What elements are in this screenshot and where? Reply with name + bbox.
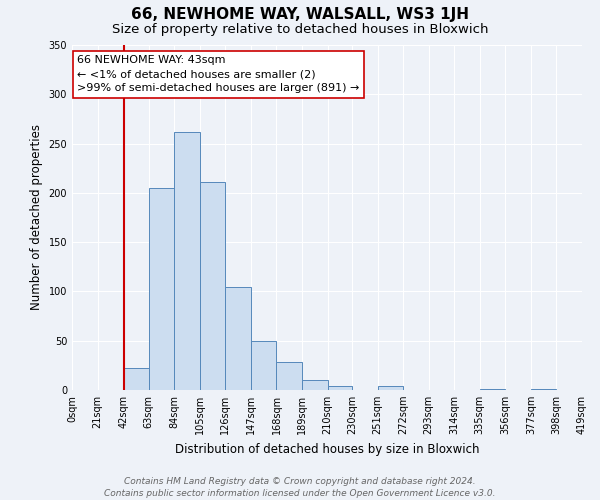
Bar <box>302 380 328 390</box>
Bar <box>200 182 226 390</box>
Bar <box>149 188 174 390</box>
Bar <box>123 368 149 390</box>
Bar <box>531 389 556 390</box>
X-axis label: Distribution of detached houses by size in Bloxwich: Distribution of detached houses by size … <box>175 442 479 456</box>
Bar <box>377 386 403 390</box>
Text: 66, NEWHOME WAY, WALSALL, WS3 1JH: 66, NEWHOME WAY, WALSALL, WS3 1JH <box>131 8 469 22</box>
Bar <box>277 362 302 390</box>
Text: Contains HM Land Registry data © Crown copyright and database right 2024.
Contai: Contains HM Land Registry data © Crown c… <box>104 476 496 498</box>
Text: 66 NEWHOME WAY: 43sqm
← <1% of detached houses are smaller (2)
>99% of semi-deta: 66 NEWHOME WAY: 43sqm ← <1% of detached … <box>77 56 359 94</box>
Bar <box>174 132 200 390</box>
Text: Size of property relative to detached houses in Bloxwich: Size of property relative to detached ho… <box>112 22 488 36</box>
Bar <box>328 386 352 390</box>
Y-axis label: Number of detached properties: Number of detached properties <box>30 124 43 310</box>
Bar <box>251 340 277 390</box>
Bar <box>480 389 505 390</box>
Bar <box>226 288 251 390</box>
